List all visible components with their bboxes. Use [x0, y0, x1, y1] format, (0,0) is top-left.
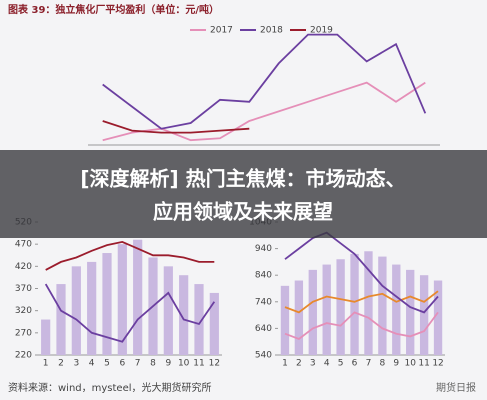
x-tick-label: 2	[296, 359, 302, 369]
bar	[378, 256, 387, 355]
x-tick-label: 4	[324, 359, 330, 369]
bar	[280, 285, 290, 355]
x-tick-label: 6	[119, 359, 125, 369]
line	[102, 33, 427, 130]
line	[102, 81, 426, 142]
watermark: 期货日报	[436, 381, 476, 394]
x-tick-label: 8	[150, 359, 156, 369]
bar	[71, 266, 81, 355]
x-tick-label: 12	[432, 359, 443, 369]
bar	[179, 275, 189, 355]
banner-title: [深度解析] 热门主焦煤：市场动态、	[80, 167, 405, 191]
source-note: 资料来源：wind，mysteel，光大期货研究所	[8, 381, 212, 394]
y-tick-label: 840	[255, 271, 272, 281]
y-tick-label: 640	[255, 324, 272, 334]
y-tick-label: 740	[255, 297, 272, 307]
x-tick-label: 9	[165, 359, 171, 369]
bar	[41, 319, 51, 355]
legend-label: 2019	[310, 26, 333, 36]
x-tick-label: 11	[418, 359, 429, 369]
x-tick-label: 5	[338, 359, 344, 369]
x-tick-label: 1	[43, 359, 49, 369]
line	[284, 231, 439, 314]
bar	[87, 261, 97, 355]
bar	[364, 251, 373, 355]
x-tick-label: 5	[104, 359, 110, 369]
bar	[406, 269, 415, 355]
banner-bg	[0, 150, 487, 238]
bar	[209, 292, 219, 355]
bar	[350, 253, 359, 355]
bar	[294, 280, 304, 355]
x-tick-label: 3	[310, 359, 316, 369]
y-tick-label: 540	[255, 351, 272, 361]
line	[44, 283, 216, 343]
bar	[194, 284, 204, 355]
y-tick-label: 370	[15, 284, 32, 294]
bar	[336, 259, 345, 355]
bar	[392, 264, 401, 355]
y-tick-label: 320	[15, 306, 32, 316]
x-tick-label: 7	[366, 359, 372, 369]
legend-label: 2017	[210, 26, 233, 36]
banner-title: 应用领域及未来展望	[153, 200, 333, 224]
bar	[322, 264, 331, 355]
y-tick-label: 470	[15, 240, 32, 250]
bar	[102, 253, 112, 355]
x-tick-label: 3	[73, 359, 79, 369]
bar	[433, 280, 443, 355]
x-tick-label: 4	[89, 359, 95, 369]
y-tick-label: 420	[15, 262, 32, 272]
legend-label: 2018	[260, 26, 283, 36]
x-tick-label: 10	[404, 359, 416, 369]
line	[45, 240, 215, 271]
line	[102, 120, 250, 134]
x-tick-label: 6	[352, 359, 358, 369]
line	[284, 311, 439, 341]
x-tick-label: 2	[58, 359, 64, 369]
x-tick-label: 7	[135, 359, 141, 369]
bar	[163, 266, 173, 355]
bar	[308, 269, 317, 355]
x-tick-label: 9	[393, 359, 399, 369]
bar	[117, 244, 127, 355]
bar	[56, 284, 66, 355]
x-tick-label: 10	[178, 359, 190, 369]
x-tick-label: 11	[193, 359, 204, 369]
x-tick-label: 1	[282, 359, 288, 369]
bar	[133, 239, 143, 355]
line	[284, 290, 439, 314]
y-tick-label: 940	[255, 244, 272, 254]
bar	[419, 275, 429, 355]
x-tick-label: 8	[380, 359, 386, 369]
y-tick-label: 270	[15, 328, 32, 338]
x-tick-label: 12	[209, 359, 220, 369]
y-tick-label: 220	[15, 351, 32, 361]
chart-title: 图表 39：独立焦化厂平均盈利（单位：元/吨）	[8, 3, 219, 16]
